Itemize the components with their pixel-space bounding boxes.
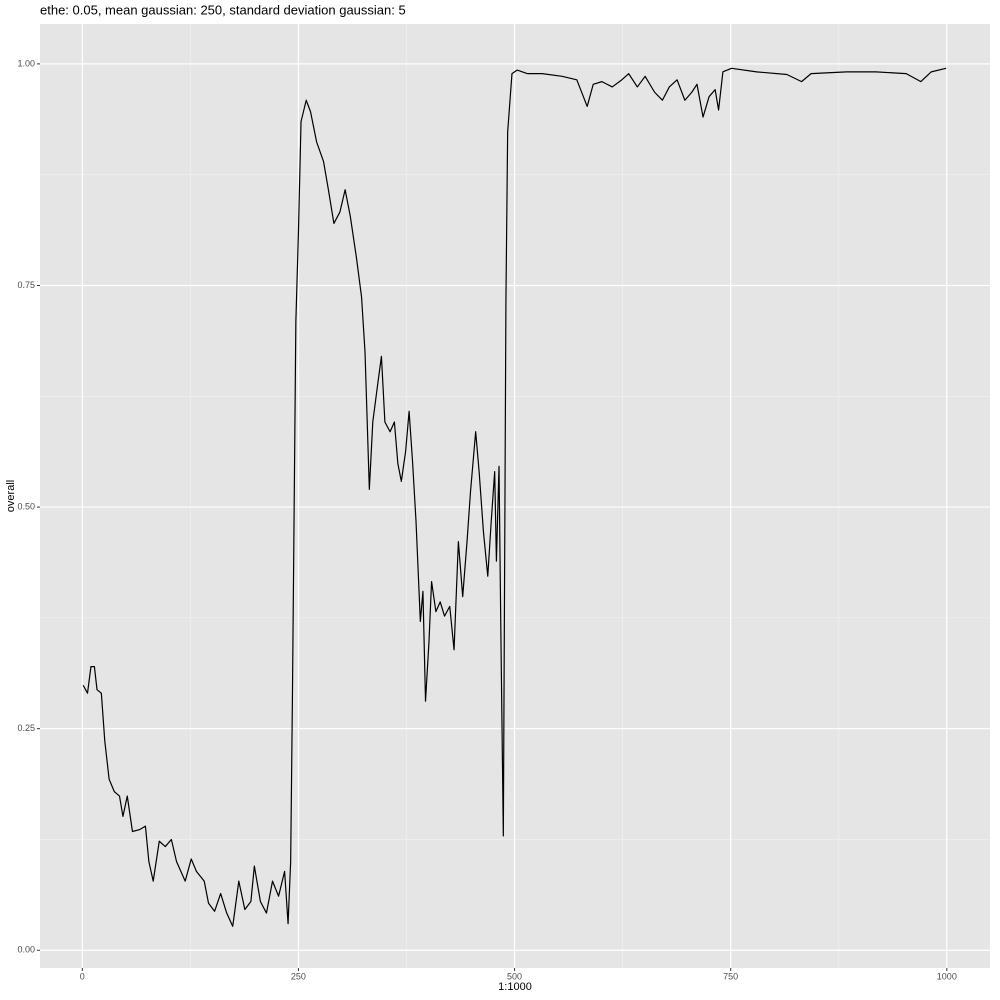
x-tick-label: 0 [80,971,85,981]
x-axis-label: 1:1000 [498,981,532,993]
x-tick-label: 500 [507,971,522,981]
y-axis-label: overall [5,480,17,512]
y-tick-label: 0.00 [17,945,35,955]
y-tick-label: 1.00 [17,58,35,68]
chart-title: ethe: 0.05, mean gaussian: 250, standard… [40,2,406,17]
y-tick-label: 0.50 [17,501,35,511]
x-tick-label: 250 [291,971,306,981]
x-tick-label: 1000 [937,971,957,981]
y-tick-label: 0.75 [17,280,35,290]
y-tick-label: 0.25 [17,723,35,733]
x-tick-label: 750 [723,971,738,981]
data-line [82,67,947,927]
